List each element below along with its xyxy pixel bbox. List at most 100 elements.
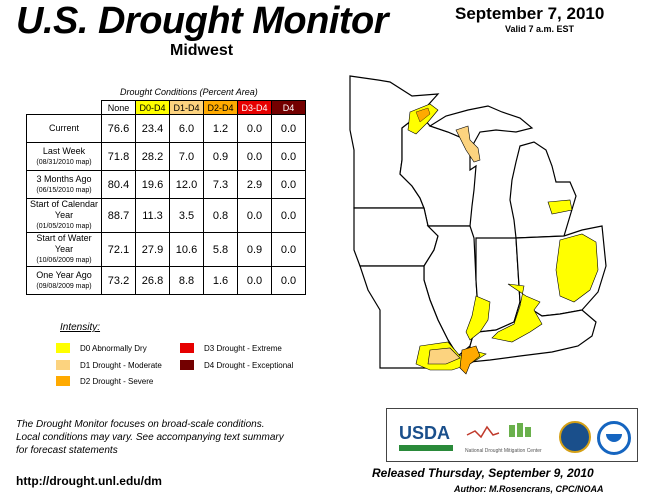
col-header-d1-d4: D1-D4: [169, 100, 204, 115]
table-cell: 71.8: [101, 142, 136, 171]
ndmc-logo-text: National Drought Mitigation Center: [465, 448, 542, 454]
state-iowa: [353, 207, 439, 267]
row-label-text: Current: [48, 123, 79, 133]
row-label: Last Week (08/31/2010 map): [26, 142, 102, 171]
table-cell: 6.0: [169, 114, 204, 143]
row-label-text: 3 Months Ago: [36, 173, 92, 184]
note-line-3: for forecast statements: [16, 445, 118, 456]
drought-conditions-table: None D0-D4 D1-D4 D2-D4 D3-D4 D4 Current 7…: [26, 100, 306, 295]
table-cell: 2.9: [237, 170, 272, 199]
drought-area-d1-minnesota: [415, 107, 431, 123]
row-label-date: (06/15/2010 map): [36, 186, 92, 194]
table-row: Current 76.6 23.4 6.0 1.2 0.0 0.0: [26, 114, 306, 143]
table-corner: [27, 101, 102, 115]
table-cell: 19.6: [135, 170, 170, 199]
legend-swatch-d4: [180, 360, 194, 370]
table-cell: 0.0: [271, 266, 306, 295]
table-cell: 72.1: [101, 232, 136, 267]
legend-swatch-d0: [56, 343, 70, 353]
state-kentucky: [469, 301, 597, 363]
drought-area-d0-michigan-lp: [547, 199, 573, 215]
table-cell: 0.0: [271, 232, 306, 267]
legend-item-d4: D4 Drought - Exceptional: [180, 360, 293, 370]
note-line-2: Local conditions may vary. See accompany…: [16, 432, 284, 443]
disclaimer-note: The Drought Monitor focuses on broad-sca…: [16, 418, 336, 457]
map-date: September 7, 2010: [455, 4, 605, 23]
noaa-logo-icon: [597, 421, 631, 455]
table-header-row: None D0-D4 D1-D4 D2-D4 D3-D4 D4: [27, 100, 306, 115]
table-cell: 0.0: [271, 114, 306, 143]
table-row: 3 Months Ago (06/15/2010 map) 80.4 19.6 12.0…: [26, 170, 306, 199]
doc-seal-icon: [559, 421, 591, 453]
col-header-d3-d4: D3-D4: [237, 100, 272, 115]
col-header-d4: D4: [271, 100, 306, 115]
table-row: Start of Calendar Year (01/05/2010 map) 88…: [26, 198, 306, 233]
legend-label-d1: D1 Drought - Moderate: [80, 360, 162, 370]
drought-area-d0-indiana-kentucky: [491, 283, 543, 343]
drought-monitor-link[interactable]: http://drought.unl.edu/dm: [16, 474, 162, 488]
table-cell: 12.0: [169, 170, 204, 199]
note-line-1: The Drought Monitor focuses on broad-sca…: [16, 419, 265, 430]
ndmc-graphic-icon: [466, 423, 531, 439]
row-label-date: (10/06/2009 map): [36, 257, 92, 264]
table-row: Start of Water Year (10/06/2009 map) 72.1 2…: [26, 232, 306, 267]
usda-logo: USDA: [399, 423, 453, 451]
table-cell: 0.0: [271, 142, 306, 171]
row-label-date: (08/31/2010 map): [36, 158, 92, 166]
release-date: Released Thursday, September 9, 2010: [372, 466, 594, 480]
region-name: Midwest: [170, 42, 234, 59]
table-cell: 0.0: [237, 198, 272, 233]
table-row: Last Week (08/31/2010 map) 71.8 28.2 7.0 0.9 0…: [26, 142, 306, 171]
table-cell: 0.9: [203, 142, 238, 171]
table-cell: 26.8: [135, 266, 170, 295]
table-title: Drought Conditions (Percent Area): [120, 87, 258, 97]
usda-logo-text: USDA: [399, 423, 451, 443]
table-row: One Year Ago (09/08/2009 map) 73.2 26.8 8.8 1…: [26, 266, 306, 295]
table-cell: 0.8: [203, 198, 238, 233]
table-cell: 3.5: [169, 198, 204, 233]
legend-swatch-d3: [180, 343, 194, 353]
drought-area-d1-michigan-up: [455, 125, 481, 163]
legend-swatch-d1: [56, 360, 70, 370]
row-label-text: One Year Ago: [36, 269, 92, 280]
row-label: 3 Months Ago (06/15/2010 map): [26, 170, 102, 199]
legend-item-d0: D0 Abnormally Dry: [56, 343, 147, 353]
drought-area-d0-illinois: [465, 295, 491, 341]
col-header-d0-d4: D0-D4: [135, 100, 170, 115]
table-cell: 23.4: [135, 114, 170, 143]
midwest-drought-map: [349, 75, 607, 375]
legend-label-d0: D0 Abnormally Dry: [80, 343, 147, 353]
drought-area-d1-south: [427, 347, 461, 365]
row-label: One Year Ago (09/08/2009 map): [26, 266, 102, 295]
map-title: U.S. Drought Monitor: [16, 0, 389, 42]
row-label-text: Start of Calendar Year: [29, 199, 99, 220]
row-label: Current: [26, 114, 102, 143]
table-cell: 0.0: [237, 114, 272, 143]
table-cell: 11.3: [135, 198, 170, 233]
state-michigan-lp: [509, 141, 577, 239]
table-cell: 0.0: [271, 170, 306, 199]
table-cell: 8.8: [169, 266, 204, 295]
legend-title: Intensity:: [60, 322, 101, 333]
table-cell: 5.8: [203, 232, 238, 267]
legend-label-d4: D4 Drought - Exceptional: [204, 360, 294, 370]
row-label-date: (09/08/2009 map): [36, 282, 92, 290]
table-cell: 0.0: [237, 266, 272, 295]
author: Author: M.Rosencrans, CPC/NOAA: [454, 484, 604, 494]
legend-item-d1: D1 Drought - Moderate: [56, 360, 162, 370]
legend-label-d3: D3 Drought - Extreme: [204, 343, 282, 353]
col-header-d2-d4: D2-D4: [203, 100, 238, 115]
row-label-date: (01/05/2010 map): [36, 223, 92, 230]
partner-logos: USDA National Drought Mitigation Center: [386, 408, 638, 462]
table-cell: 0.0: [271, 198, 306, 233]
legend-label-d2: D2 Drought - Severe: [80, 376, 154, 386]
table-cell: 0.0: [237, 142, 272, 171]
table-cell: 0.9: [237, 232, 272, 267]
valid-time: Valid 7 a.m. EST: [505, 24, 575, 34]
table-cell: 88.7: [101, 198, 136, 233]
legend-item-d2: D2 Drought - Severe: [56, 376, 153, 386]
table-cell: 7.3: [203, 170, 238, 199]
drought-area-d0-ohio: [555, 233, 599, 303]
table-cell: 80.4: [101, 170, 136, 199]
row-label-text: Last Week: [42, 145, 86, 156]
